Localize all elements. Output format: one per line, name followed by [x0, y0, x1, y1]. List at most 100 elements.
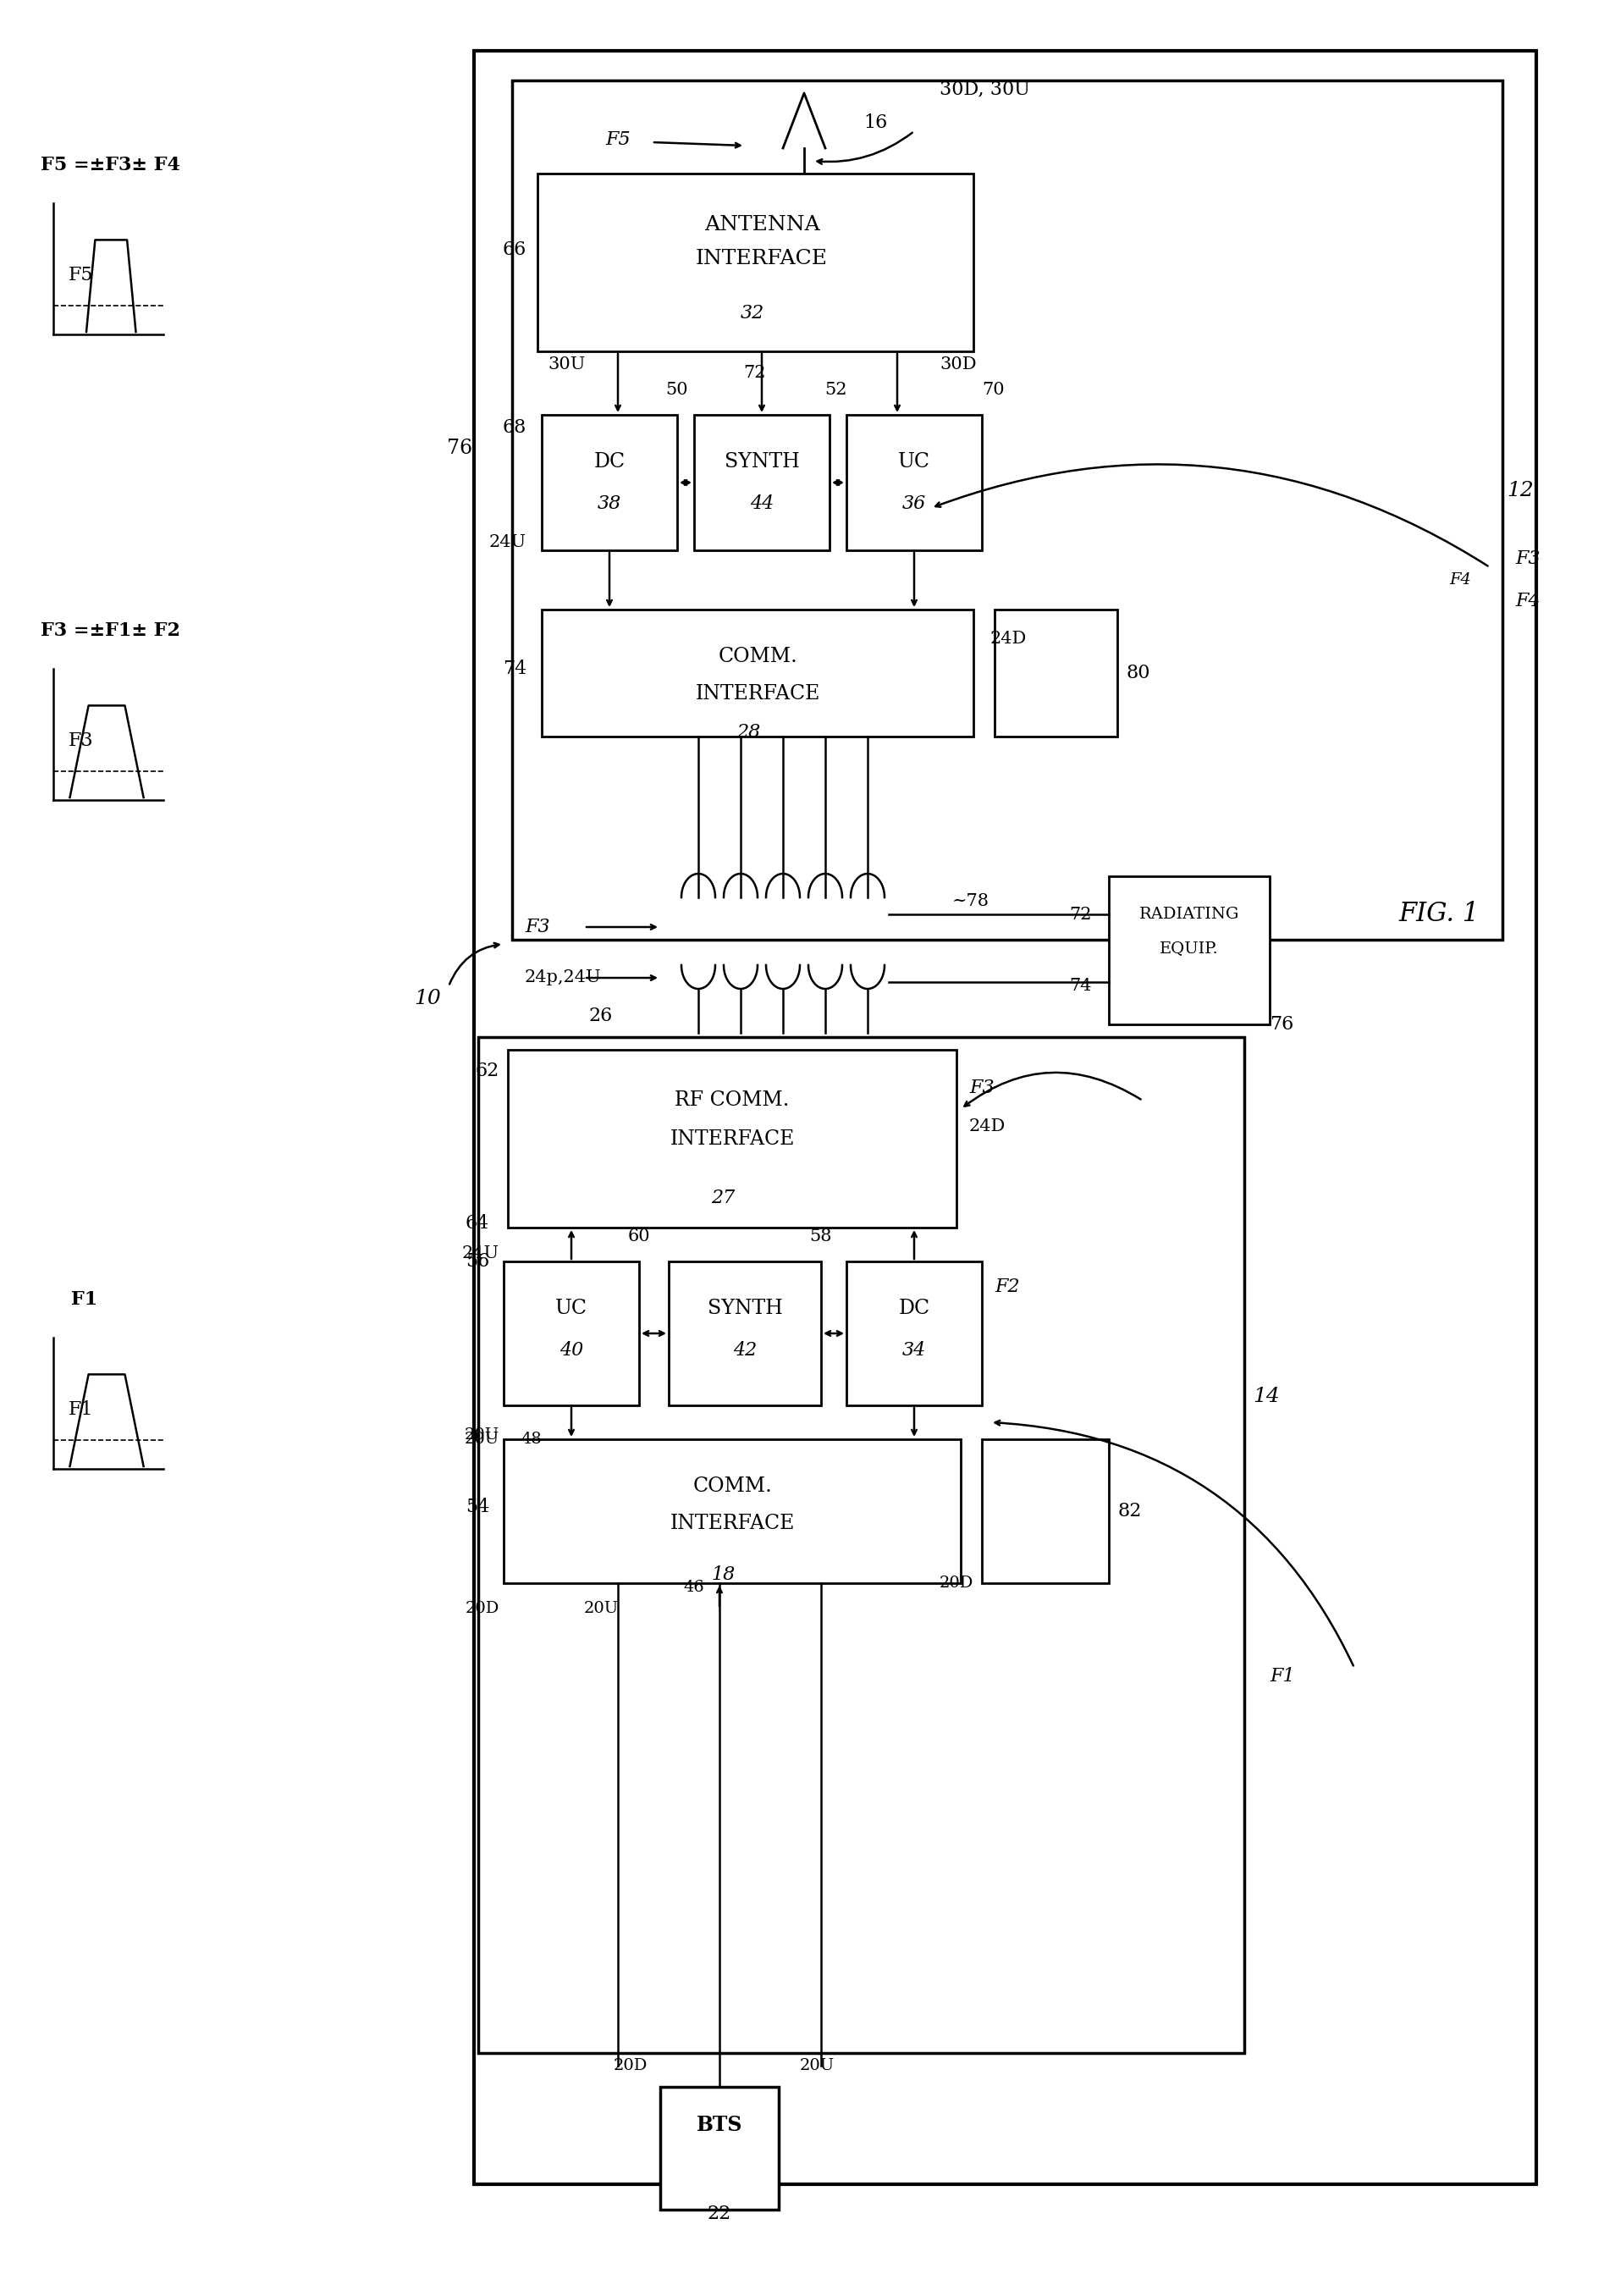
Text: 54: 54: [465, 1497, 489, 1515]
Text: 27: 27: [711, 1189, 735, 1208]
Text: 24U: 24U: [489, 533, 526, 549]
Text: ~78: ~78: [953, 893, 990, 909]
Text: 30D: 30D: [940, 356, 977, 372]
Text: F4: F4: [1448, 572, 1471, 588]
Text: INTERFACE: INTERFACE: [695, 684, 820, 705]
Bar: [512, 80, 1503, 939]
Text: 38: 38: [597, 494, 621, 512]
Bar: [537, 174, 974, 351]
Text: 20D: 20D: [613, 2057, 648, 2073]
Text: 72: 72: [744, 365, 767, 381]
Text: F5: F5: [69, 266, 93, 285]
Bar: [542, 608, 974, 737]
Text: 36: 36: [901, 494, 926, 512]
Text: 20U: 20U: [465, 1428, 499, 1442]
Text: 60: 60: [627, 1228, 650, 1244]
Text: 56: 56: [465, 1251, 489, 1270]
Bar: [508, 1049, 956, 1228]
Text: SYNTH: SYNTH: [725, 452, 799, 471]
Text: 14: 14: [1253, 1387, 1280, 1407]
Bar: [982, 1440, 1108, 1584]
Text: F1: F1: [72, 1290, 98, 1309]
Text: BTS: BTS: [696, 2115, 743, 2135]
Text: DC: DC: [593, 452, 626, 471]
Text: 58: 58: [810, 1228, 832, 1244]
Text: 20U: 20U: [799, 2057, 834, 2073]
Bar: [542, 416, 677, 551]
Bar: [475, 51, 1537, 2183]
Bar: [504, 1440, 961, 1584]
Text: F3: F3: [1516, 549, 1540, 567]
Text: 24U: 24U: [462, 1244, 499, 1261]
Text: 24p,24U: 24p,24U: [525, 969, 602, 985]
Text: 46: 46: [683, 1580, 704, 1596]
Text: 26: 26: [589, 1006, 613, 1026]
Text: 24D: 24D: [990, 631, 1027, 647]
Text: F3 =±F1± F2: F3 =±F1± F2: [40, 622, 180, 641]
Text: F2: F2: [994, 1277, 1020, 1297]
Text: 68: 68: [502, 418, 526, 436]
Bar: [661, 2087, 778, 2209]
Text: F1: F1: [1270, 1667, 1294, 1685]
Text: 42: 42: [733, 1341, 757, 1359]
Text: 62: 62: [475, 1061, 499, 1081]
Text: 22: 22: [707, 2204, 731, 2223]
Text: 82: 82: [1118, 1502, 1142, 1520]
Text: COMM.: COMM.: [719, 647, 797, 666]
Text: 80: 80: [1126, 664, 1150, 682]
Text: 16: 16: [863, 113, 887, 133]
Text: 44: 44: [749, 494, 773, 512]
Text: 20U: 20U: [465, 1433, 499, 1446]
Text: 50: 50: [666, 381, 688, 397]
Text: UC: UC: [555, 1297, 587, 1318]
Text: F3: F3: [969, 1079, 994, 1097]
Text: 76: 76: [448, 439, 472, 459]
Bar: [669, 1261, 821, 1405]
Text: F3: F3: [525, 918, 550, 937]
Text: 74: 74: [1070, 978, 1092, 994]
Text: 32: 32: [741, 303, 765, 321]
Bar: [847, 416, 982, 551]
Text: INTERFACE: INTERFACE: [670, 1513, 794, 1534]
Text: 20D: 20D: [940, 1575, 974, 1591]
Text: 30U: 30U: [547, 356, 585, 372]
Bar: [994, 608, 1118, 737]
Text: EQUIP.: EQUIP.: [1160, 941, 1219, 955]
Text: 74: 74: [502, 659, 526, 677]
Text: INTERFACE: INTERFACE: [670, 1130, 794, 1148]
Text: F5 =±F3± F4: F5 =±F3± F4: [40, 156, 180, 174]
Text: 40: 40: [560, 1341, 584, 1359]
Text: SYNTH: SYNTH: [707, 1297, 783, 1318]
Text: FIG. 1: FIG. 1: [1399, 902, 1479, 928]
Text: 12: 12: [1506, 482, 1533, 501]
Bar: [695, 416, 829, 551]
Bar: [504, 1261, 638, 1405]
Text: COMM.: COMM.: [693, 1476, 772, 1495]
Text: RADIATING: RADIATING: [1139, 907, 1240, 923]
Text: F5: F5: [605, 131, 630, 149]
Bar: [478, 1038, 1245, 2053]
Text: F1: F1: [69, 1401, 93, 1419]
Text: UC: UC: [898, 452, 930, 471]
Text: 18: 18: [711, 1566, 735, 1584]
Text: DC: DC: [898, 1297, 930, 1318]
Text: 24D: 24D: [969, 1118, 1006, 1134]
Text: F3: F3: [69, 732, 93, 751]
Text: 48: 48: [521, 1433, 542, 1446]
Text: 20D: 20D: [465, 1600, 499, 1616]
Text: RF COMM.: RF COMM.: [675, 1091, 789, 1111]
Text: INTERFACE: INTERFACE: [696, 248, 828, 269]
Text: 64: 64: [465, 1215, 489, 1233]
Text: 72: 72: [1070, 907, 1092, 923]
Text: 28: 28: [736, 723, 760, 742]
Bar: [1108, 877, 1270, 1024]
Text: 52: 52: [824, 381, 847, 397]
Text: 66: 66: [502, 241, 526, 259]
Text: 20U: 20U: [584, 1600, 619, 1616]
Text: 76: 76: [1270, 1015, 1293, 1033]
Text: F4: F4: [1516, 592, 1540, 611]
Text: 10: 10: [414, 990, 441, 1008]
Text: 30D, 30U: 30D, 30U: [940, 80, 1030, 99]
Bar: [847, 1261, 982, 1405]
Text: 70: 70: [982, 381, 1004, 397]
